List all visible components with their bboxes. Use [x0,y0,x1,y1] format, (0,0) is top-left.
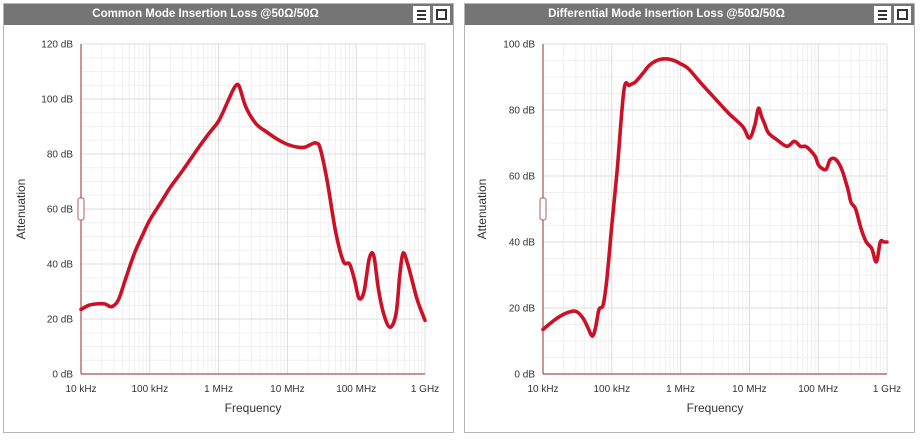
series-line [79,82,427,330]
chart-titlebar: Differential Mode Insertion Loss @50Ω/50… [465,4,914,25]
chart-panel-differential-mode: Differential Mode Insertion Loss @50Ω/50… [464,3,915,433]
y-tick-label: 100 dB [41,95,73,106]
chart-plot-common-mode: 0 dB 20 dB 40 dB 60 dB 80 dB 100 dB 120 dB 10 k… [14,40,439,416]
x-tick-label: 10 MHz [270,384,304,395]
y-tick-label: 80 dB [47,150,73,161]
chart-plot-differential-mode: 0 dB 20 dB 40 dB 60 dB 80 dB 100 dB 10 kHz 100 … [475,40,901,416]
maximize-icon[interactable] [894,6,911,23]
x-tick-label: 10 MHz [732,384,766,395]
x-tick-label: 1 GHz [873,384,901,395]
y-tick-label: 80 dB [509,106,535,117]
x-tick-label: 10 kHz [65,384,96,395]
series-line [541,57,889,338]
x-tick-label: 100 kHz [131,384,168,395]
y-tick-label: 0 dB [52,370,73,381]
x-tick-label: 1 MHz [204,384,233,395]
y-tick-label: 40 dB [509,238,535,249]
x-tick-label: 10 kHz [527,384,558,395]
chart-title: Differential Mode Insertion Loss @50Ω/50… [548,8,785,20]
menu-icon[interactable] [413,6,430,23]
maximize-icon[interactable] [433,6,450,23]
axis-handle [539,197,547,221]
y-tick-label: 120 dB [41,40,73,51]
x-tick-label: 100 kHz [593,384,630,395]
x-axis-title: Frequency [225,401,282,415]
x-axis-title: Frequency [687,401,744,415]
y-tick-label: 0 dB [514,370,535,381]
chart-title: Common Mode Insertion Loss @50Ω/50Ω [92,8,319,20]
menu-icon[interactable] [874,6,891,23]
y-tick-label: 60 dB [47,205,73,216]
y-tick-label: 40 dB [47,260,73,271]
y-tick-label: 20 dB [47,315,73,326]
x-tick-label: 1 MHz [666,384,695,395]
chart-panel-common-mode: Common Mode Insertion Loss @50Ω/50Ω 0 dB… [3,3,454,433]
x-tick-label: 100 MHz [798,384,838,395]
chart-titlebar: Common Mode Insertion Loss @50Ω/50Ω [4,4,453,25]
y-axis-title: Attenuation [14,179,28,240]
axis-handle [77,197,85,221]
grid [80,43,426,375]
x-tick-label: 1 GHz [411,384,439,395]
x-tick-label: 100 MHz [336,384,376,395]
y-axis-title: Attenuation [475,179,489,240]
y-tick-label: 60 dB [509,172,535,183]
y-tick-label: 20 dB [509,304,535,315]
y-tick-label: 100 dB [503,40,535,51]
